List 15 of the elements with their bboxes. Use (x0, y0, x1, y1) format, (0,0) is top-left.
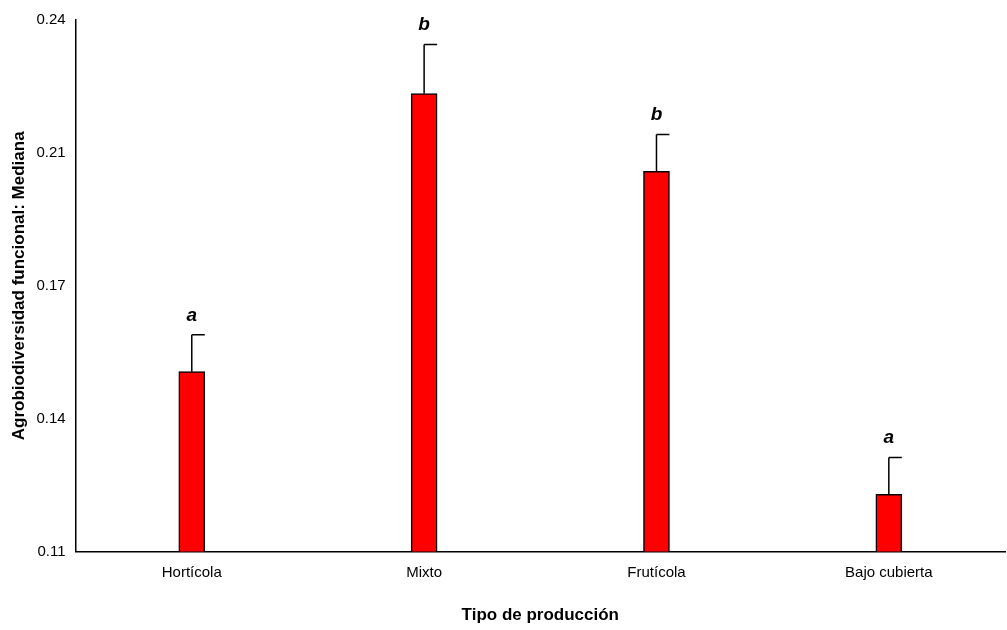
y-tick-label: 0.11 (37, 541, 66, 559)
x-tick-label: Hortícola (161, 562, 223, 580)
annotation: b (650, 103, 663, 125)
annotation: a (186, 303, 198, 325)
x-tick-label: Frutícola (627, 562, 687, 580)
x-axis-title: Tipo de producción (461, 605, 620, 625)
y-tick-label: 0.24 (36, 10, 66, 28)
y-axis-title: Agrobiodiversidad funcional: Mediana (8, 130, 28, 441)
y-tick-label: 0.21 (36, 143, 66, 161)
annotation: a (883, 426, 895, 448)
y-tick-label: 0.17 (36, 275, 66, 293)
x-tick-label: Bajo cubierta (845, 562, 934, 580)
annotation: b (418, 13, 431, 35)
x-tick-label: Mixto (406, 562, 443, 580)
y-tick-label: 0.14 (36, 408, 66, 426)
